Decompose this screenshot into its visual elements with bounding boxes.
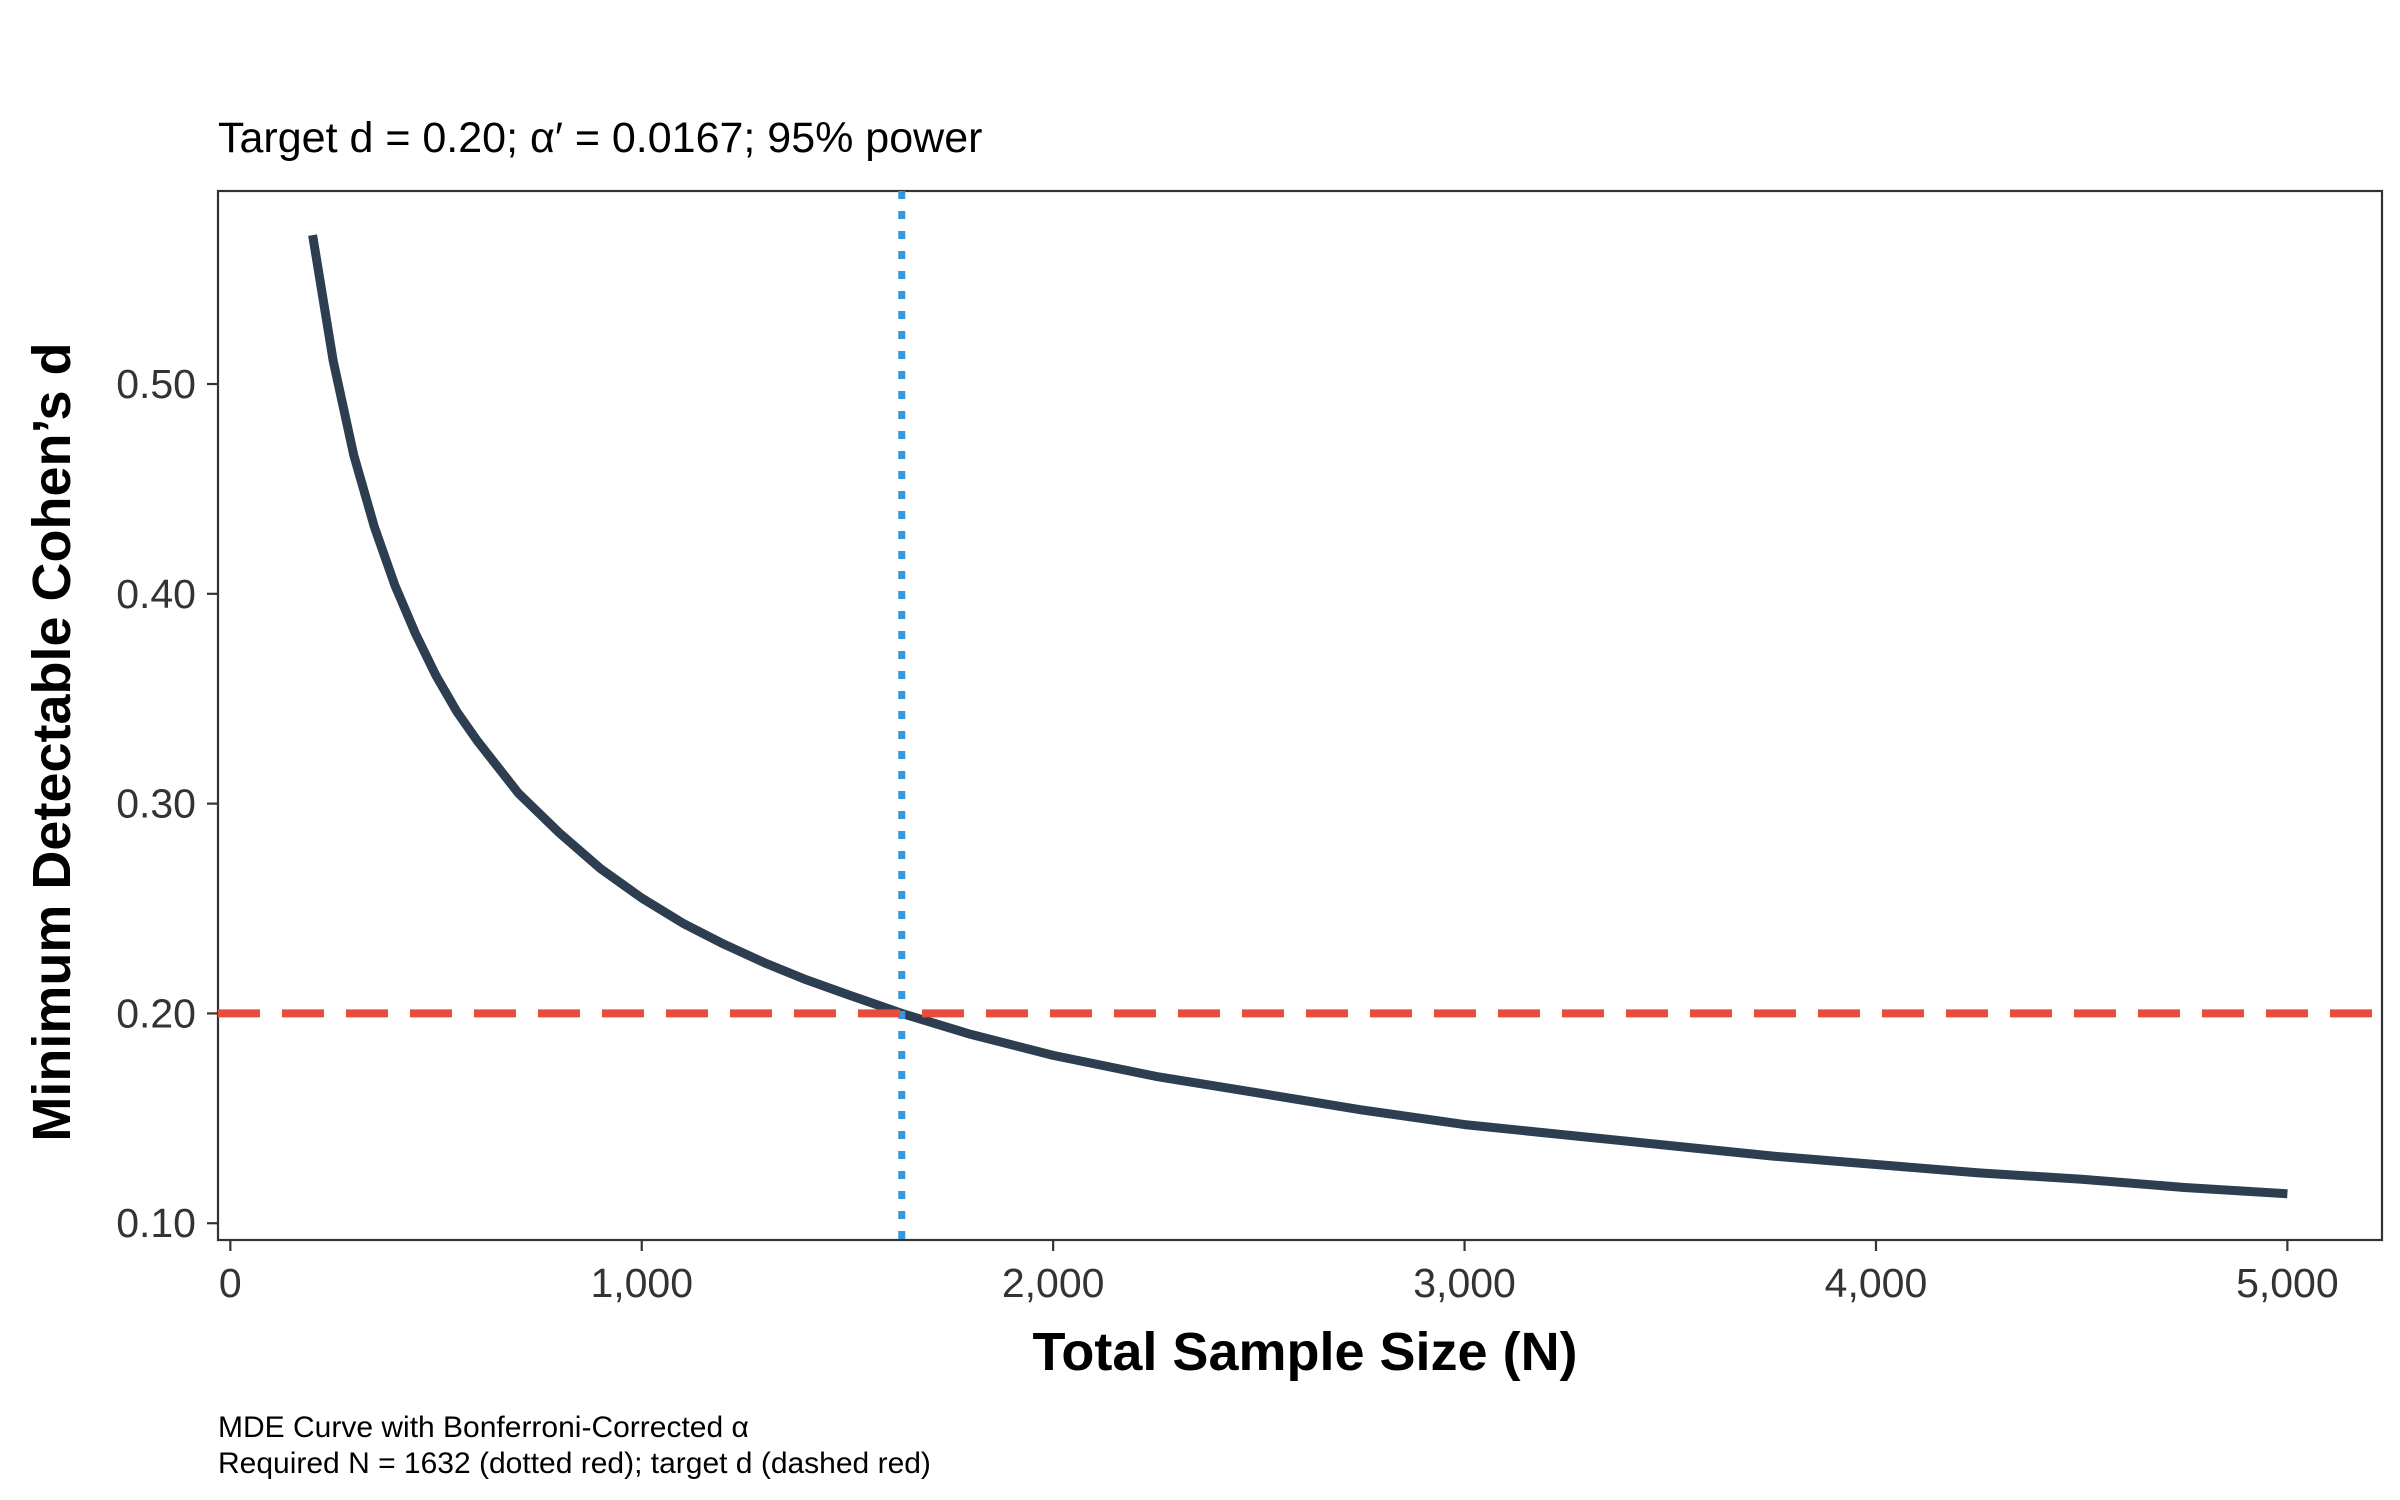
y-tick-label: 0.10 [116, 1200, 196, 1246]
y-tick-label: 0.20 [116, 990, 196, 1036]
y-tick-label: 0.50 [116, 361, 196, 407]
plot-area [216, 189, 2384, 1242]
caption-line-2: Required N = 1632 (dotted red); target d… [218, 1447, 931, 1480]
y-axis: 0.10 0.20 0.30 0.40 0.50 [116, 361, 218, 1246]
chart-subtitle: Target d = 0.20; α′ = 0.0167; 95% power [218, 114, 982, 162]
y-tick-label: 0.40 [116, 571, 196, 617]
x-tick-label: 3,000 [1413, 1260, 1516, 1306]
y-tick-label: 0.30 [116, 781, 196, 827]
y-axis-title: Minimum Detectable Cohen’s d [22, 342, 82, 1141]
x-tick-label: 1,000 [590, 1260, 693, 1306]
mde-curve-line [308, 234, 2288, 1199]
x-axis: 0 1,000 2,000 3,000 4,000 5,000 [219, 1240, 2339, 1306]
x-tick-label: 4,000 [1825, 1260, 1928, 1306]
x-axis-title: Total Sample Size (N) [1032, 1322, 1577, 1382]
x-tick-label: 5,000 [2236, 1260, 2339, 1306]
panel-border [216, 189, 2384, 1242]
caption-line-1: MDE Curve with Bonferroni-Corrected α [218, 1411, 749, 1444]
x-tick-label: 0 [219, 1260, 242, 1306]
x-tick-label: 2,000 [1002, 1260, 1105, 1306]
